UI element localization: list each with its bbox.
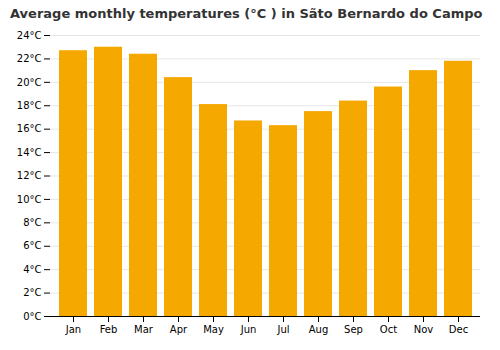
svg-text:Aug: Aug: [309, 324, 329, 335]
svg-text:Dec: Dec: [449, 324, 468, 335]
svg-text:0°C: 0°C: [23, 311, 41, 322]
svg-text:Apr: Apr: [170, 324, 188, 335]
svg-text:Jun: Jun: [240, 324, 257, 335]
svg-text:Feb: Feb: [100, 324, 118, 335]
svg-text:14°C: 14°C: [17, 147, 42, 158]
svg-text:4°C: 4°C: [23, 264, 41, 275]
svg-text:Jan: Jan: [65, 324, 81, 335]
svg-text:Mar: Mar: [134, 324, 154, 335]
svg-text:Nov: Nov: [414, 324, 434, 335]
svg-text:12°C: 12°C: [17, 170, 42, 181]
svg-text:24°C: 24°C: [17, 30, 42, 41]
svg-text:6°C: 6°C: [23, 240, 41, 251]
svg-text:May: May: [203, 324, 224, 335]
svg-text:20°C: 20°C: [17, 77, 42, 88]
svg-text:8°C: 8°C: [23, 217, 41, 228]
svg-text:16°C: 16°C: [17, 123, 42, 134]
svg-text:18°C: 18°C: [17, 100, 42, 111]
svg-text:22°C: 22°C: [17, 53, 42, 64]
svg-text:Sep: Sep: [344, 324, 363, 335]
html-text:Average monthly temperatures (: Average monthly temperatures (°C ) in Sã…: [10, 6, 483, 21]
svg-text:Oct: Oct: [380, 324, 397, 335]
svg-text:2°C: 2°C: [23, 287, 41, 298]
svg-text:Jul: Jul: [276, 324, 289, 335]
svg-text:10°C: 10°C: [17, 194, 42, 205]
